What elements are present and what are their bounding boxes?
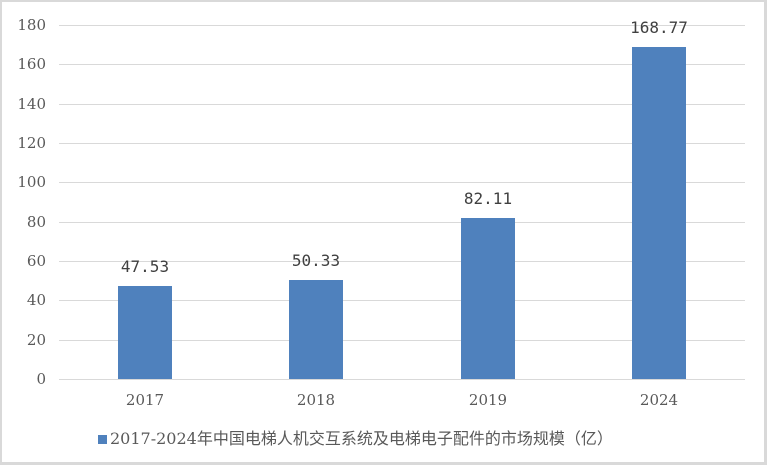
- y-axis-tick-label: 40: [26, 291, 46, 309]
- gridline: [59, 182, 745, 183]
- gridline: [59, 64, 745, 65]
- x-axis-tick-label: 2024: [639, 391, 679, 409]
- y-axis-tick-label: 140: [17, 95, 46, 113]
- data-label: 168.77: [630, 18, 688, 37]
- x-axis-tick-label: 2018: [296, 391, 336, 409]
- gridline: [59, 340, 745, 341]
- legend-swatch-icon: [98, 434, 107, 444]
- y-axis-tick-label: 60: [26, 252, 46, 270]
- data-label: 82.11: [463, 189, 513, 208]
- y-axis-tick-label: 0: [36, 370, 46, 388]
- gridline: [59, 143, 745, 144]
- data-label: 50.33: [291, 251, 341, 270]
- y-axis-tick-label: 180: [17, 16, 46, 34]
- y-axis-tick-label: 160: [17, 55, 46, 73]
- x-axis-tick-label: 2019: [468, 391, 508, 409]
- legend-label: 2017-2024年中国电梯人机交互系统及电梯电子配件的市场规模（亿）: [110, 429, 613, 448]
- bar-2017: [118, 286, 172, 379]
- bar-2018: [289, 280, 343, 379]
- gridline: [59, 104, 745, 105]
- bar-2019: [461, 218, 515, 379]
- gridline: [59, 222, 745, 223]
- legend: 2017-2024年中国电梯人机交互系统及电梯电子配件的市场规模（亿）: [98, 428, 613, 450]
- x-axis-tick-label: 2017: [125, 391, 165, 409]
- gridline: [59, 25, 745, 26]
- y-axis-tick-label: 100: [17, 173, 46, 191]
- data-label: 47.53: [120, 257, 170, 276]
- y-axis-tick-label: 120: [17, 134, 46, 152]
- bar-2024: [632, 47, 686, 379]
- gridline: [59, 379, 745, 380]
- gridline: [59, 261, 745, 262]
- gridline: [59, 300, 745, 301]
- y-axis-tick-label: 80: [26, 213, 46, 231]
- y-axis-tick-label: 20: [26, 331, 46, 349]
